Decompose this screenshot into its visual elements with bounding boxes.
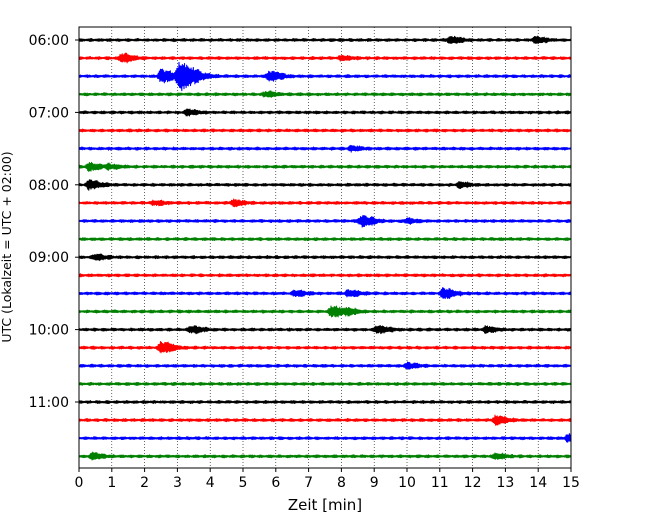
y-tick-label: 07:00 <box>29 105 69 121</box>
x-tick-label: 15 <box>562 475 580 491</box>
x-tick-label: 10 <box>398 475 416 491</box>
trace-1130 <box>78 433 572 443</box>
trace-0830 <box>78 215 572 228</box>
trace-1145 <box>78 451 572 461</box>
trace-0945 <box>78 305 572 318</box>
y-tick-label: 10:00 <box>29 323 69 339</box>
x-tick-label: 6 <box>271 475 280 491</box>
trace-0815 <box>78 198 572 208</box>
x-axis-ticks: 0 1 2 3 4 5 6 7 8 9 10 11 12 13 14 15 <box>75 468 580 491</box>
trace-1030 <box>78 361 572 370</box>
x-tick-label: 12 <box>464 475 482 491</box>
x-tick-label: 2 <box>140 475 149 491</box>
trace-0745 <box>78 161 572 172</box>
x-tick-label: 13 <box>496 475 514 491</box>
y-axis-ticks: 06:00 07:00 08:00 09:00 10:00 11:00 <box>29 33 79 411</box>
trace-0915 <box>78 273 572 278</box>
x-tick-label: 7 <box>304 475 313 491</box>
x-tick-label: 4 <box>206 475 215 491</box>
trace-1045 <box>78 381 572 387</box>
x-tick-label: 5 <box>239 475 248 491</box>
trace-0900 <box>78 253 572 262</box>
trace-0800 <box>78 179 572 191</box>
x-tick-label: 9 <box>370 475 379 491</box>
x-tick-label: 8 <box>337 475 346 491</box>
y-tick-label: 06:00 <box>29 33 69 49</box>
trace-1015 <box>78 341 572 354</box>
y-tick-label: 09:00 <box>29 250 69 266</box>
x-axis-label: Zeit [min] <box>288 496 362 514</box>
trace-0700 <box>78 108 572 117</box>
trace-0615 <box>78 52 572 64</box>
trace-0645 <box>78 90 572 98</box>
x-tick-label: 11 <box>431 475 449 491</box>
trace-0630 <box>78 61 572 92</box>
y-axis-label: UTC (Lokalzeit = UTC + 02:00) <box>0 151 14 342</box>
x-tick-label: 3 <box>173 475 182 491</box>
trace-0715 <box>78 128 572 133</box>
trace-1115 <box>78 414 572 426</box>
seismogram-traces <box>78 35 572 461</box>
x-tick-label: 1 <box>107 475 116 491</box>
trace-1000 <box>78 324 572 335</box>
x-tick-label: 14 <box>529 475 547 491</box>
trace-0600 <box>78 35 572 45</box>
y-tick-label: 11:00 <box>29 395 69 411</box>
plot-frame <box>78 26 572 469</box>
trace-0845 <box>78 237 572 242</box>
trace-0730 <box>78 144 572 153</box>
trace-1100 <box>78 399 572 405</box>
x-tick-label: 0 <box>75 475 84 491</box>
trace-0930 <box>78 287 572 300</box>
y-tick-label: 08:00 <box>29 178 69 194</box>
